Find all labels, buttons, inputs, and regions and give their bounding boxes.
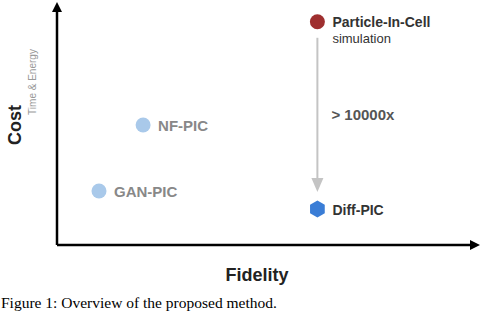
annotation-arrow [316, 38, 318, 185]
x-axis [57, 244, 475, 247]
y-axis [56, 7, 59, 245]
point-label: Particle-In-Cellsimulation [332, 14, 430, 46]
x-axis-label: Fidelity [225, 265, 288, 285]
y-axis-label: Cost [5, 105, 25, 145]
label-line: simulation [332, 31, 391, 46]
annotation: > 10000x [331, 106, 395, 123]
chart: Fidelity CostTime & Energy > 10000x Particl… [0, 0, 492, 322]
point-label: Diff-PIC [332, 202, 383, 218]
point [136, 118, 151, 133]
points [92, 14, 325, 217]
point-label: GAN-PIC [114, 183, 178, 200]
point [310, 14, 325, 29]
point-label: NF-PIC [158, 117, 208, 134]
point [92, 184, 107, 199]
caption: Figure 1: Overview of the proposed metho… [1, 294, 277, 311]
y-axis-note: Time & Energy [27, 49, 38, 115]
label-line: Particle-In-Cell [332, 14, 430, 30]
point [310, 201, 325, 218]
